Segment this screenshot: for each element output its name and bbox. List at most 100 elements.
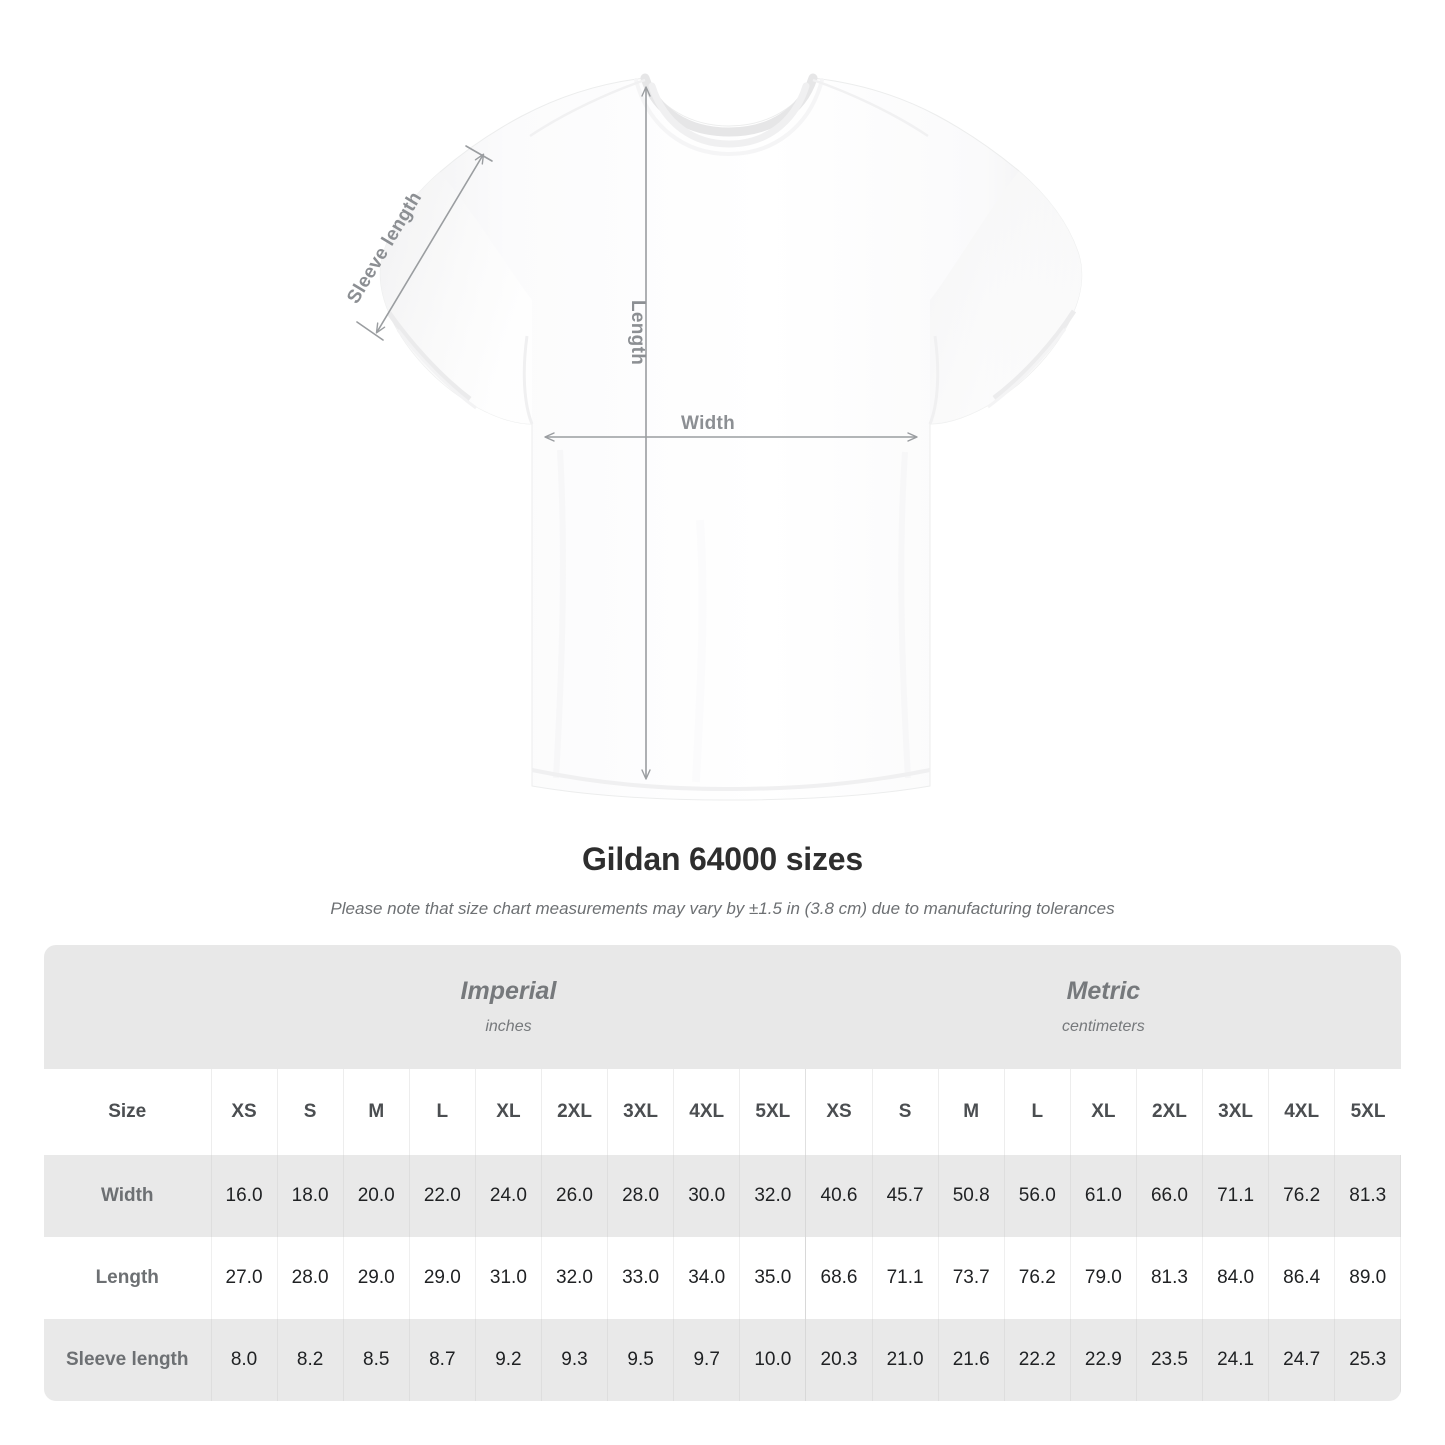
header-cell-met-l: L (1004, 1069, 1071, 1155)
cell-sleeve-imp-m: 8.5 (343, 1319, 410, 1401)
tolerance-note: Please note that size chart measurements… (330, 899, 1115, 919)
size-chart-table: Imperial inches Metric centimeters Size … (44, 945, 1401, 1401)
cell-sleeve-met-xs: 20.3 (805, 1319, 873, 1401)
cell-sleeve-met-s: 21.0 (872, 1319, 939, 1401)
cell-width-imp-5xl: 32.0 (739, 1155, 807, 1237)
cell-sleeve-met-2xl: 23.5 (1136, 1319, 1204, 1401)
cell-sleeve-met-m: 21.6 (938, 1319, 1005, 1401)
shirt-shape (379, 73, 1083, 801)
page-title: Gildan 64000 sizes (581, 841, 863, 877)
header-cell-imp-2xl: 2XL (541, 1069, 609, 1155)
cell-sleeve-imp-xs: 8.0 (211, 1319, 278, 1401)
cell-width-imp-xs: 16.0 (211, 1155, 278, 1237)
header-cell-imp-xs: XS (211, 1069, 278, 1155)
header-cell-met-xs: XS (805, 1069, 873, 1155)
row-label-width: Width (44, 1155, 212, 1237)
cell-width-met-m: 50.8 (938, 1155, 1005, 1237)
cell-sleeve-imp-xl: 9.2 (475, 1319, 542, 1401)
cell-sleeve-met-l: 22.2 (1004, 1319, 1071, 1401)
cell-length-imp-l: 29.0 (409, 1237, 476, 1319)
cell-sleeve-met-5xl: 25.3 (1334, 1319, 1401, 1401)
cell-length-imp-2xl: 32.0 (541, 1237, 609, 1319)
header-cell-imp-5xl: 5XL (739, 1069, 807, 1155)
cell-width-met-3xl: 71.1 (1202, 1155, 1270, 1237)
tshirt-illustration (356, 73, 1083, 801)
cell-length-met-2xl: 81.3 (1136, 1237, 1204, 1319)
length-label: Length (627, 300, 648, 366)
unit-title-metric: Metric (1066, 977, 1141, 1006)
cell-length-imp-s: 28.0 (277, 1237, 344, 1319)
header-cell-imp-l: L (409, 1069, 476, 1155)
header-cell-imp-s: S (277, 1069, 344, 1155)
header-cell-met-4xl: 4XL (1268, 1069, 1336, 1155)
cell-width-imp-s: 18.0 (277, 1155, 344, 1237)
cell-sleeve-imp-4xl: 9.7 (673, 1319, 741, 1401)
cell-width-imp-l: 22.0 (409, 1155, 476, 1237)
header-cell-imp-m: M (343, 1069, 410, 1155)
cell-length-imp-xs: 27.0 (211, 1237, 278, 1319)
cell-width-met-s: 45.7 (872, 1155, 939, 1237)
cell-width-met-4xl: 76.2 (1268, 1155, 1336, 1237)
header-cell-met-s: S (872, 1069, 939, 1155)
cell-width-met-xs: 40.6 (805, 1155, 873, 1237)
unit-cell-imperial: Imperial inches (211, 945, 806, 1069)
row-label-sleeve-length: Sleeve length (44, 1319, 212, 1401)
cell-length-imp-xl: 31.0 (475, 1237, 542, 1319)
header-cell-met-5xl: 5XL (1334, 1069, 1401, 1155)
cell-sleeve-met-3xl: 24.1 (1202, 1319, 1270, 1401)
cell-sleeve-imp-5xl: 10.0 (739, 1319, 807, 1401)
unit-band-spacer (44, 945, 211, 1069)
cell-sleeve-imp-3xl: 9.5 (607, 1319, 675, 1401)
cell-sleeve-imp-2xl: 9.3 (541, 1319, 609, 1401)
cell-width-imp-2xl: 26.0 (541, 1155, 609, 1237)
cell-length-met-m: 73.7 (938, 1237, 1005, 1319)
size-chart-table-wrapper: Imperial inches Metric centimeters Size … (44, 945, 1401, 1401)
header-cell-met-2xl: 2XL (1136, 1069, 1204, 1155)
unit-subtitle-metric: centimeters (1062, 1017, 1145, 1035)
cell-length-imp-m: 29.0 (343, 1237, 410, 1319)
cell-width-imp-4xl: 30.0 (673, 1155, 741, 1237)
cell-length-met-xs: 68.6 (805, 1237, 873, 1319)
cell-length-met-5xl: 89.0 (1334, 1237, 1401, 1319)
tshirt-diagram: Width Length Sleeve length (343, 73, 1083, 801)
header-cell-imp-4xl: 4XL (673, 1069, 741, 1155)
unit-cell-metric: Metric centimeters (805, 945, 1401, 1069)
cell-length-imp-3xl: 33.0 (607, 1237, 675, 1319)
cell-length-met-xl: 79.0 (1070, 1237, 1137, 1319)
cell-width-met-xl: 61.0 (1070, 1155, 1137, 1237)
header-cell-imp-xl: XL (475, 1069, 542, 1155)
cell-width-met-l: 56.0 (1004, 1155, 1071, 1237)
cell-sleeve-met-xl: 22.9 (1070, 1319, 1137, 1401)
header-cell-met-xl: XL (1070, 1069, 1137, 1155)
row-label-length: Length (44, 1237, 212, 1319)
cell-width-imp-m: 20.0 (343, 1155, 410, 1237)
title-block: Gildan 64000 sizes Please note that size… (0, 840, 1445, 920)
cell-width-met-2xl: 66.0 (1136, 1155, 1204, 1237)
cell-length-met-3xl: 84.0 (1202, 1237, 1270, 1319)
width-label: Width (681, 413, 736, 434)
header-cell-imp-3xl: 3XL (607, 1069, 675, 1155)
header-cell-met-3xl: 3XL (1202, 1069, 1270, 1155)
unit-system-band: Imperial inches Metric centimeters (44, 945, 1401, 1069)
cell-width-met-5xl: 81.3 (1334, 1155, 1401, 1237)
table-row-sleeve-length: Sleeve length 8.0 8.2 8.5 8.7 9.2 9.3 9.… (44, 1319, 1401, 1401)
cell-width-imp-xl: 24.0 (475, 1155, 542, 1237)
header-cell-size: Size (44, 1069, 212, 1155)
cell-width-imp-3xl: 28.0 (607, 1155, 675, 1237)
sleeve-dimension-arrow (356, 145, 493, 341)
cell-length-imp-5xl: 35.0 (739, 1237, 807, 1319)
unit-subtitle-imperial: inches (485, 1017, 532, 1035)
cell-sleeve-imp-s: 8.2 (277, 1319, 344, 1401)
cell-length-imp-4xl: 34.0 (673, 1237, 741, 1319)
header-cell-met-m: M (938, 1069, 1005, 1155)
cell-sleeve-met-4xl: 24.7 (1268, 1319, 1336, 1401)
cell-length-met-l: 76.2 (1004, 1237, 1071, 1319)
cell-sleeve-imp-l: 8.7 (409, 1319, 476, 1401)
unit-title-imperial: Imperial (460, 977, 557, 1006)
table-row-length: Length 27.0 28.0 29.0 29.0 31.0 32.0 33.… (44, 1237, 1401, 1319)
cell-length-met-4xl: 86.4 (1268, 1237, 1336, 1319)
cell-length-met-s: 71.1 (872, 1237, 939, 1319)
table-header-row: Size XS S M L XL 2XL 3XL 4XL 5XL XS S M … (44, 1069, 1401, 1155)
table-row-width: Width 16.0 18.0 20.0 22.0 24.0 26.0 28.0… (44, 1155, 1401, 1237)
